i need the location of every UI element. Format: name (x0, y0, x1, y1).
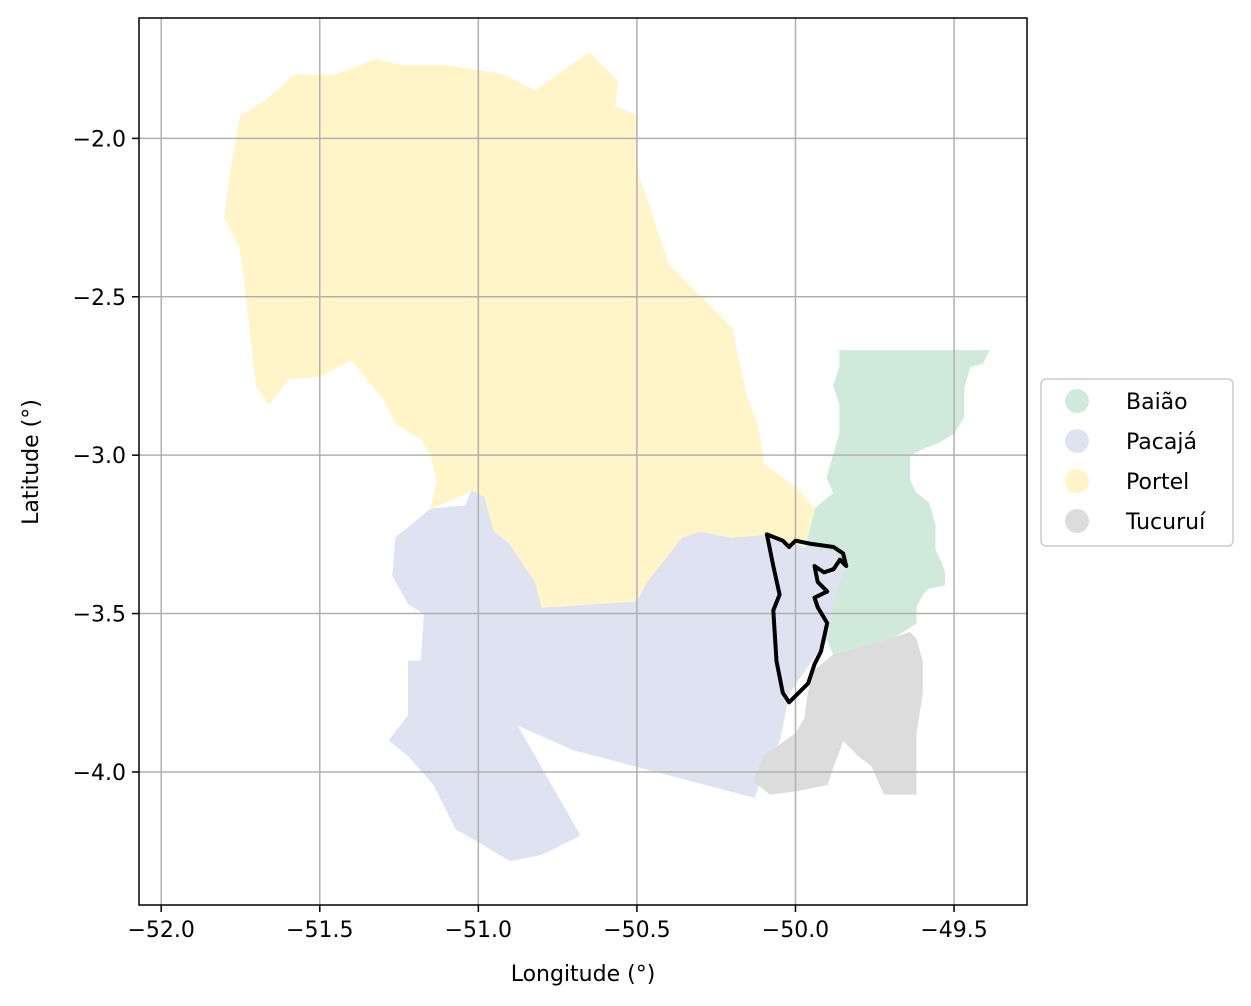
grid-layer (139, 18, 1027, 905)
y-tick-label: −2.5 (73, 286, 126, 311)
x-tick-label: −51.0 (445, 918, 512, 943)
regions-layer (224, 52, 990, 862)
x-tick-label: −50.0 (762, 918, 829, 943)
legend-label-portel: Portel (1126, 470, 1189, 495)
legend-marker-pacaja (1065, 429, 1089, 453)
x-tick-label: −50.5 (603, 918, 670, 943)
x-tick-label: −49.5 (920, 918, 987, 943)
legend-marker-portel (1065, 469, 1089, 493)
legend-marker-baiao (1065, 389, 1089, 413)
x-tick-label: −52.0 (127, 918, 194, 943)
legend-box (1040, 378, 1234, 547)
y-tick-label: −4.0 (73, 761, 126, 786)
region-tucurui (753, 632, 923, 795)
legend-label-tucurui: Tucuruí (1125, 510, 1206, 535)
y-tick-label: −3.5 (73, 603, 126, 628)
outline-layer (764, 532, 849, 705)
legend-label-baiao: Baião (1126, 390, 1188, 415)
study-area-outline (764, 532, 849, 705)
y-axis-ticks: −2.0 −2.5 −3.0 −3.5 −4.0 (73, 127, 139, 786)
x-axis-ticks: −52.0 −51.5 −51.0 −50.5 −50.0 −49.5 (127, 905, 988, 943)
x-axis-label: Longitude (°) (511, 962, 656, 987)
x-tick-label: −51.5 (286, 918, 353, 943)
region-portel (224, 52, 816, 608)
plot-area (139, 18, 1027, 905)
legend: Baião Pacajá Portel Tucuruí (1040, 378, 1234, 547)
legend-items: Baião Pacajá Portel Tucuruí (1065, 389, 1206, 535)
y-tick-label: −3.0 (73, 444, 126, 469)
y-axis-label: Latitude (°) (19, 399, 44, 525)
plot-frame (138, 17, 1028, 906)
legend-marker-tucurui (1065, 509, 1089, 533)
y-tick-label: −2.0 (73, 127, 126, 152)
legend-label-pacaja: Pacajá (1126, 430, 1197, 455)
region-baiao (804, 350, 990, 656)
